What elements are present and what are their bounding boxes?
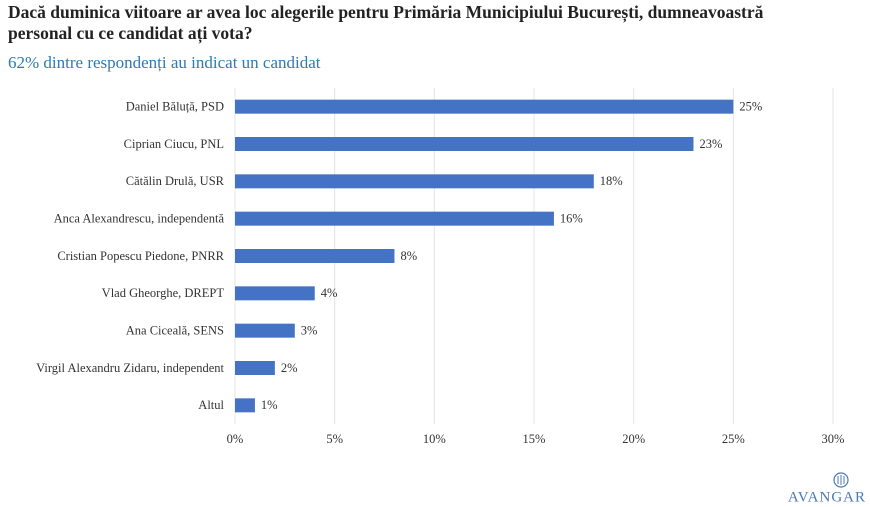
value-label: 23% (699, 137, 722, 151)
bar (235, 174, 594, 189)
value-label: 3% (301, 324, 318, 338)
value-label: 18% (600, 174, 623, 188)
x-tick-label: 5% (326, 432, 343, 446)
y-tick-label: Altul (198, 398, 224, 412)
bar (235, 249, 395, 263)
value-label: 4% (321, 286, 338, 300)
bar (235, 286, 315, 301)
y-tick-label: Vlad Gheorghe, DREPT (102, 286, 225, 300)
bar (235, 398, 255, 413)
bar (235, 361, 275, 375)
value-label: 1% (261, 398, 278, 412)
y-tick-label: Cristian Popescu Piedone, PNRR (57, 249, 224, 263)
x-tick-label: 25% (722, 432, 745, 446)
y-tick-label: Daniel Băluță, PSD (126, 100, 224, 114)
y-tick-label: Ana Ciceală, SENS (126, 324, 224, 338)
y-tick-label: Cătălin Drulă, USR (126, 174, 225, 188)
x-tick-label: 0% (227, 432, 244, 446)
y-tick-label: Ciprian Ciucu, PNL (124, 137, 224, 151)
logo-text: AVANGAR (788, 489, 866, 505)
x-tick-label: 30% (822, 432, 845, 446)
x-tick-label: 10% (423, 432, 446, 446)
chart-subtitle: 62% dintre respondenți au indicat un can… (8, 53, 321, 72)
bar (235, 211, 554, 226)
chart-title: Dacă duminica viitoare ar avea loc alege… (8, 2, 764, 43)
bar (235, 99, 734, 114)
value-label: 2% (281, 361, 298, 375)
x-tick-label: 20% (622, 432, 645, 446)
value-label: 16% (560, 212, 583, 226)
value-label: 8% (400, 249, 417, 263)
y-tick-label: Virgil Alexandru Zidaru, independent (36, 361, 224, 375)
y-tick-label: Anca Alexandrescu, independentă (54, 212, 225, 226)
x-tick-label: 15% (523, 432, 546, 446)
value-label: 25% (739, 100, 762, 114)
logo-icon (833, 472, 849, 488)
bar (235, 137, 694, 151)
bar (235, 323, 295, 338)
